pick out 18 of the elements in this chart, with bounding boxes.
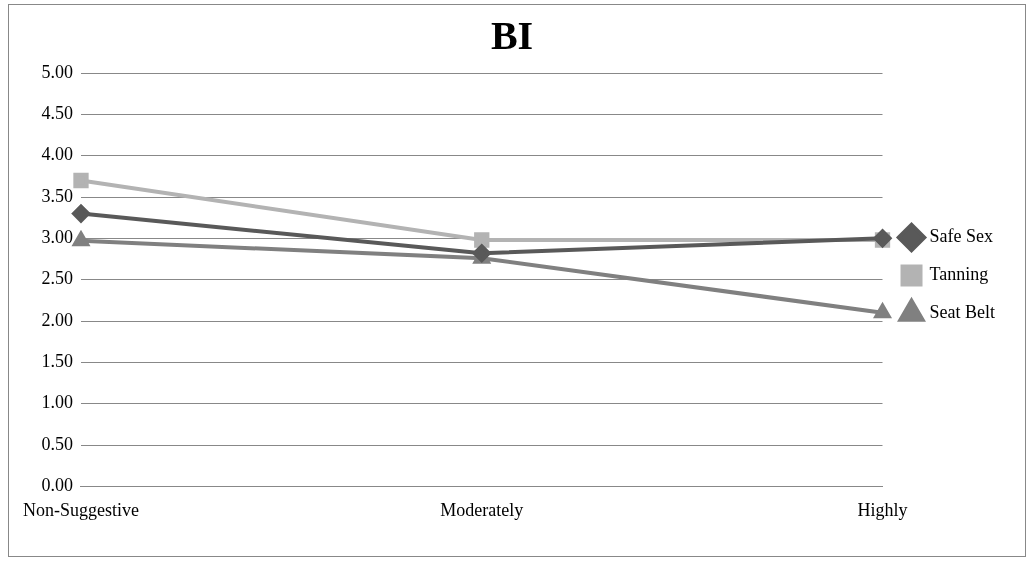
y-tick-label: 3.50: [41, 185, 73, 206]
x-tick-label: Non-Suggestive: [22, 499, 139, 520]
x-tick-label: Moderately: [440, 499, 524, 520]
y-tick-label: 5.00: [41, 61, 73, 82]
y-tick-label: 2.50: [41, 268, 73, 289]
legend-label: Tanning: [929, 264, 989, 285]
chart-title: BI: [490, 13, 534, 59]
y-tick-label: 1.00: [41, 392, 73, 413]
y-tick-label: 0.00: [41, 475, 73, 496]
y-tick-label: 4.00: [41, 144, 73, 165]
legend-label: Safe Sex: [929, 226, 993, 247]
y-tick-label: 4.50: [41, 103, 73, 124]
y-tick-label: 0.50: [41, 433, 73, 454]
y-tick-label: 2.00: [41, 309, 73, 330]
legend-label: Seat Belt: [929, 302, 996, 323]
x-tick-label: Highly: [857, 499, 908, 520]
y-tick-label: 1.50: [41, 351, 73, 372]
y-tick-label: 3.00: [41, 227, 73, 248]
